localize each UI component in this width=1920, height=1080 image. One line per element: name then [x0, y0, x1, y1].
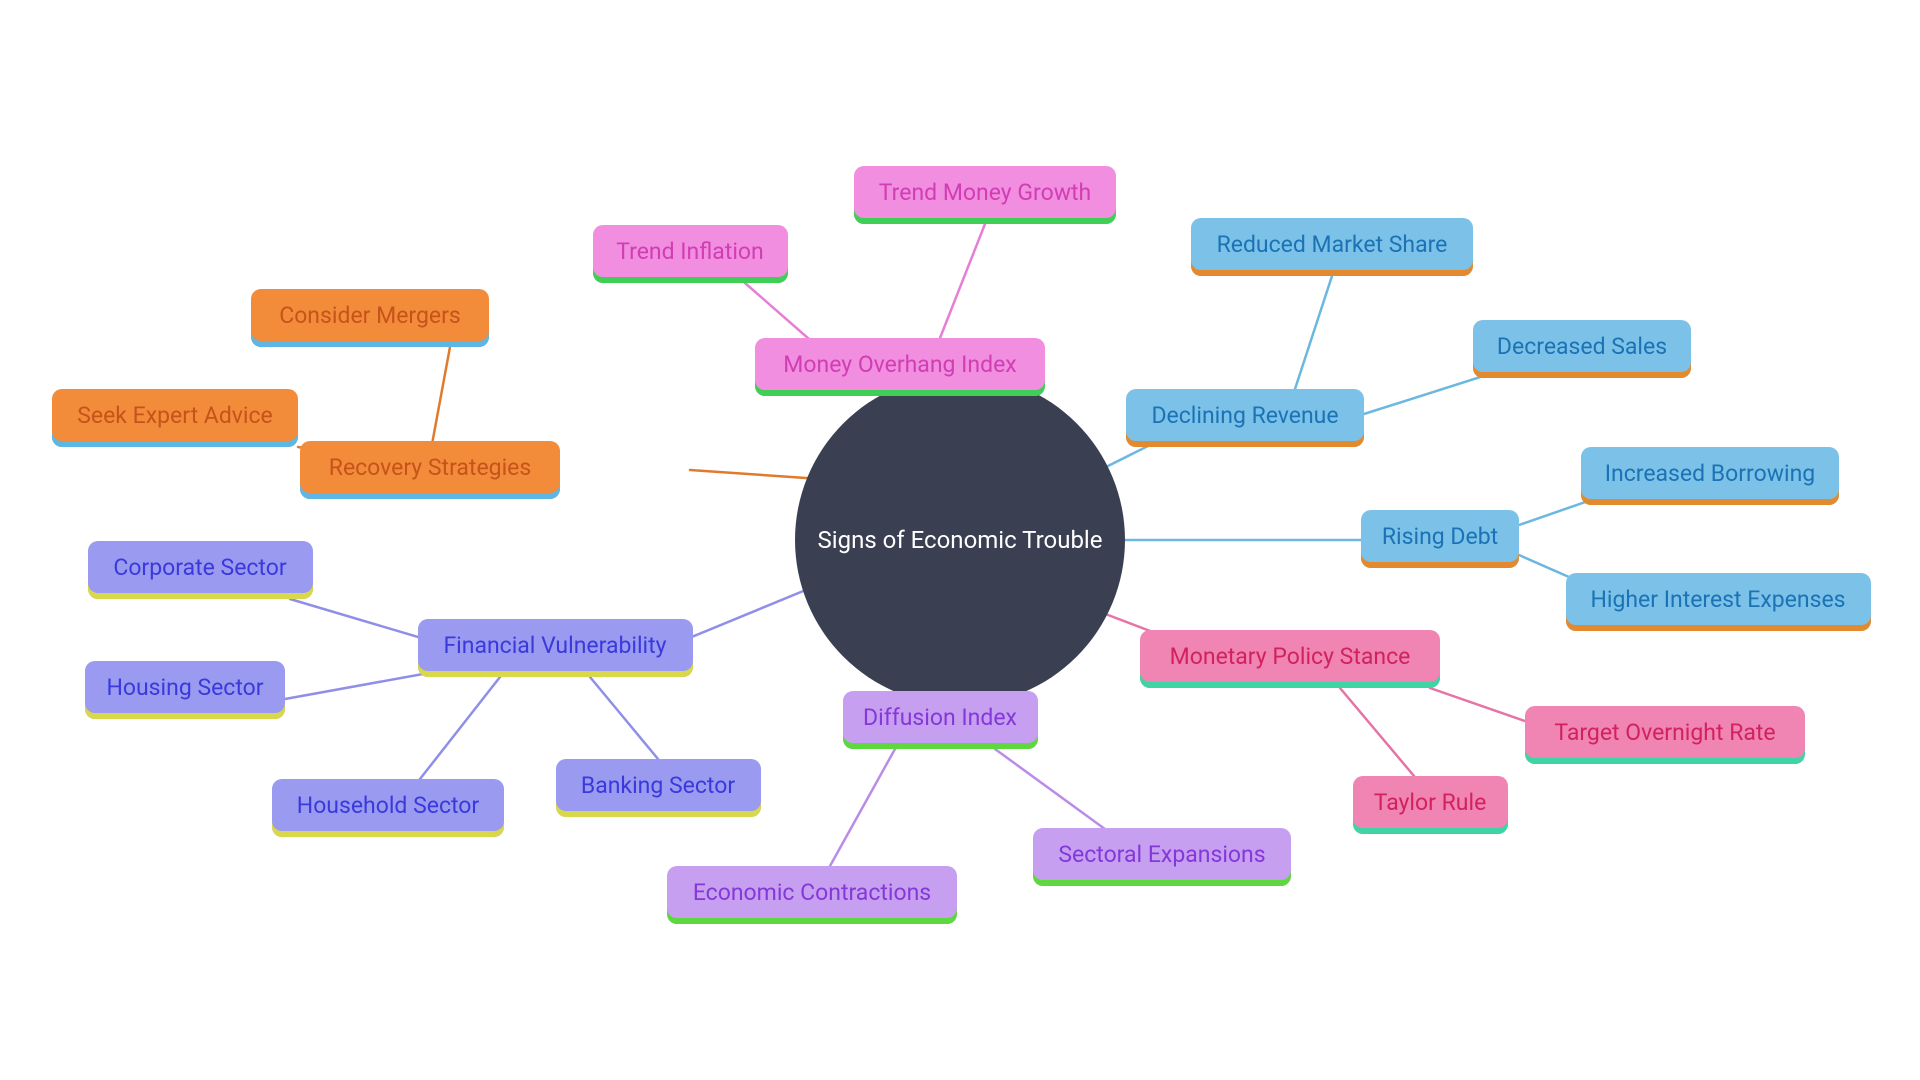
branch-vulnerability-child-3-label: Banking Sector	[581, 772, 735, 799]
branch-rising-debt-child-0: Increased Borrowing	[1581, 447, 1839, 505]
mindmap-canvas: Signs of Economic Trouble Recovery Strat…	[0, 0, 1920, 1080]
branch-recovery-label: Recovery Strategies	[329, 454, 531, 481]
branch-vulnerability-child-2-label: Household Sector	[297, 792, 479, 819]
branch-rising-debt-label: Rising Debt	[1382, 523, 1498, 550]
branch-vulnerability-child-1-label: Housing Sector	[106, 674, 263, 701]
branch-monetary-policy-child-0-label: Target Overnight Rate	[1554, 719, 1775, 746]
branch-money-overhang-child-1: Trend Money Growth	[854, 166, 1116, 224]
branch-diffusion-index-child-1: Sectoral Expansions	[1033, 828, 1291, 886]
center-node: Signs of Economic Trouble	[795, 375, 1125, 705]
branch-declining-revenue-child-0-label: Reduced Market Share	[1217, 231, 1448, 258]
center-label: Signs of Economic Trouble	[818, 526, 1103, 554]
branch-money-overhang: Money Overhang Index	[755, 338, 1045, 396]
branch-vulnerability-label: Financial Vulnerability	[443, 632, 666, 659]
branch-recovery-child-1: Seek Expert Advice	[52, 389, 298, 447]
branch-money-overhang-child-0-label: Trend Inflation	[616, 238, 764, 265]
branch-diffusion-index-child-0-label: Economic Contractions	[693, 879, 931, 906]
branch-monetary-policy: Monetary Policy Stance	[1140, 630, 1440, 688]
branch-declining-revenue-child-1-label: Decreased Sales	[1497, 333, 1667, 360]
branch-rising-debt-child-0-label: Increased Borrowing	[1605, 460, 1815, 487]
branch-money-overhang-label: Money Overhang Index	[783, 351, 1016, 378]
branch-recovery-child-0: Consider Mergers	[251, 289, 489, 347]
branch-diffusion-index-child-0: Economic Contractions	[667, 866, 957, 924]
branch-declining-revenue: Declining Revenue	[1126, 389, 1364, 447]
branch-money-overhang-child-1-label: Trend Money Growth	[879, 179, 1091, 206]
branch-monetary-policy-child-0: Target Overnight Rate	[1525, 706, 1805, 764]
branch-recovery-child-1-label: Seek Expert Advice	[77, 402, 273, 429]
branch-vulnerability-child-1: Housing Sector	[85, 661, 285, 719]
branch-declining-revenue-label: Declining Revenue	[1151, 402, 1338, 429]
branch-declining-revenue-child-1: Decreased Sales	[1473, 320, 1691, 378]
branch-vulnerability: Financial Vulnerability	[418, 619, 693, 677]
branch-diffusion-index-label: Diffusion Index	[863, 704, 1017, 731]
branch-monetary-policy-child-1: Taylor Rule	[1353, 776, 1508, 834]
branch-vulnerability-child-0-label: Corporate Sector	[113, 554, 286, 581]
branch-vulnerability-child-0: Corporate Sector	[88, 541, 313, 599]
branch-monetary-policy-child-1-label: Taylor Rule	[1374, 789, 1487, 816]
branch-declining-revenue-child-0: Reduced Market Share	[1191, 218, 1473, 276]
branch-monetary-policy-label: Monetary Policy Stance	[1170, 643, 1411, 670]
branch-recovery-child-0-label: Consider Mergers	[279, 302, 461, 329]
branch-diffusion-index-child-1-label: Sectoral Expansions	[1058, 841, 1265, 868]
branch-diffusion-index: Diffusion Index	[843, 691, 1038, 749]
branch-vulnerability-child-2: Household Sector	[272, 779, 504, 837]
branch-rising-debt-child-1: Higher Interest Expenses	[1566, 573, 1871, 631]
branch-rising-debt-child-1-label: Higher Interest Expenses	[1590, 586, 1845, 613]
branch-recovery: Recovery Strategies	[300, 441, 560, 499]
branch-rising-debt: Rising Debt	[1361, 510, 1519, 568]
branch-vulnerability-child-3: Banking Sector	[556, 759, 761, 817]
branch-money-overhang-child-0: Trend Inflation	[593, 225, 788, 283]
